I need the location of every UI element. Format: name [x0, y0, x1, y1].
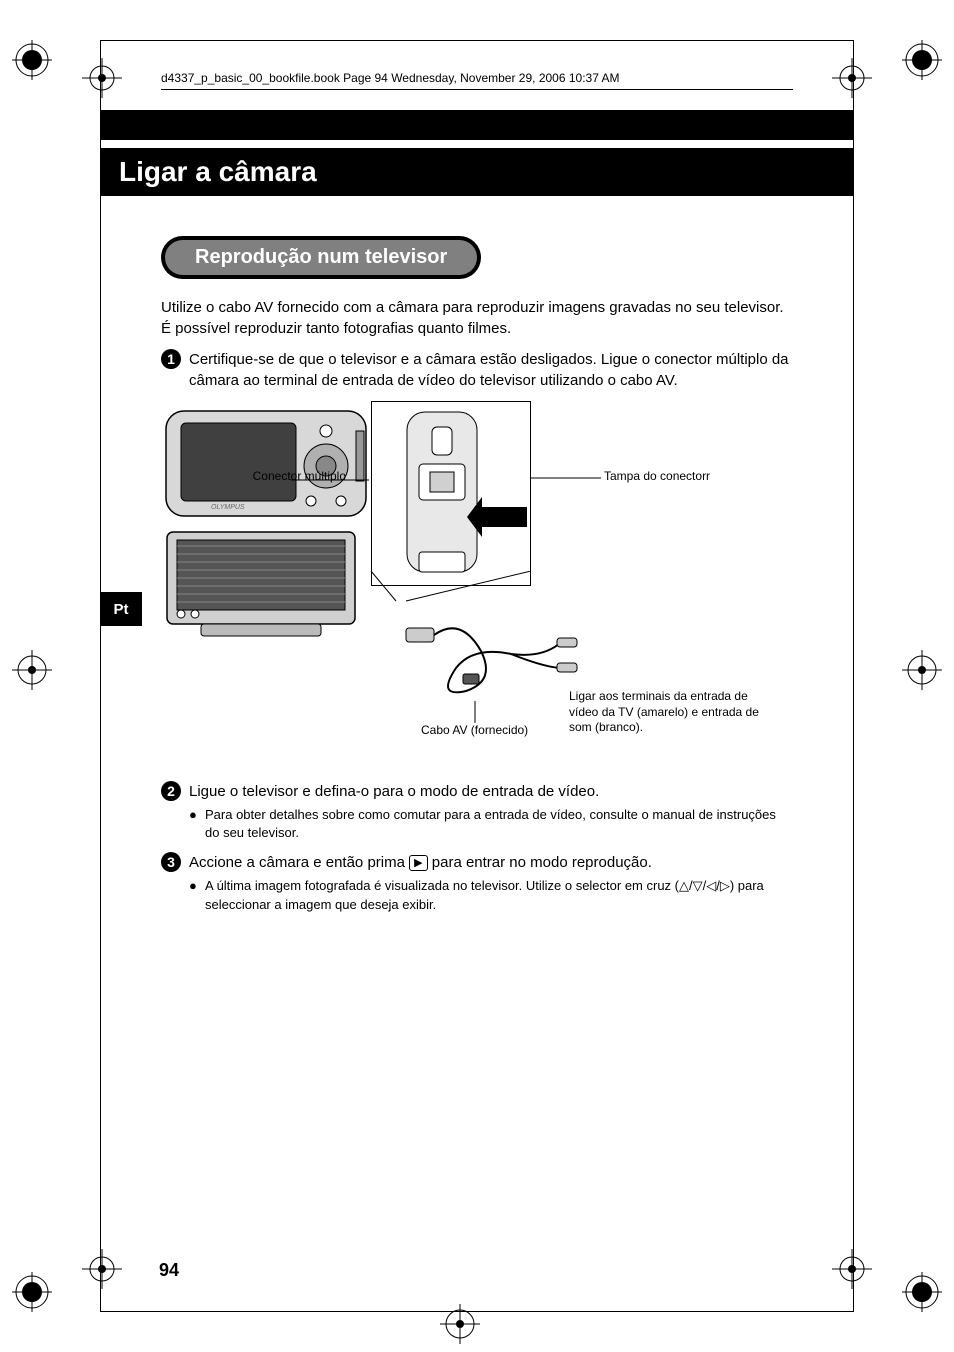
step-2-text: Ligue o televisor e defina-o para o modo…: [189, 781, 793, 802]
reg-mark-mr: [902, 650, 942, 690]
step-1-text: Certifique-se de que o televisor e a câm…: [189, 349, 793, 391]
label-av-cable: Cabo AV (fornecido): [421, 723, 528, 737]
step-2: 2 Ligue o televisor e defina-o para o mo…: [161, 781, 793, 842]
camera-connector-detail: [371, 401, 531, 586]
bullet-icon: ●: [189, 877, 205, 913]
step-number-icon: 1: [161, 349, 189, 391]
section-title-pill: Reprodução num televisor: [161, 236, 481, 279]
playback-icon: ▶: [409, 855, 427, 871]
leader-connector-cover: [531, 474, 601, 482]
banner-spacer: [101, 110, 853, 140]
connection-diagram: Conector múltiplo Tampa do conectorr OLY…: [161, 401, 793, 761]
step-3: 3 Accione a câmara e então prima ▶ para …: [161, 852, 793, 913]
step-3-text: Accione a câmara e então prima ▶ para en…: [189, 852, 793, 873]
reg-mark-bl: [12, 1272, 52, 1312]
section-title: Reprodução num televisor: [165, 240, 477, 275]
av-cable: [401, 596, 581, 706]
chapter-title: Ligar a câmara: [101, 148, 853, 196]
svg-text:OLYMPUS: OLYMPUS: [211, 504, 245, 511]
reg-mark-br: [902, 1272, 942, 1312]
step-2-bullet: Para obter detalhes sobre como comutar p…: [205, 806, 793, 842]
book-header-line: d4337_p_basic_00_bookfile.book Page 94 W…: [161, 71, 793, 90]
step-number-icon: 2: [161, 781, 189, 842]
camera-body: OLYMPUS: [161, 401, 381, 526]
page: d4337_p_basic_00_bookfile.book Page 94 W…: [100, 40, 854, 1312]
step-1: 1 Certifique-se de que o televisor e a c…: [161, 349, 793, 391]
dpad-symbol: (△/▽/◁/▷): [675, 878, 734, 893]
step-number-icon: 3: [161, 852, 189, 913]
label-connector-cover: Tampa do conectorr: [604, 469, 710, 483]
intro-paragraph: Utilize o cabo AV fornecido com a câmara…: [161, 297, 793, 339]
reg-mark-ml: [12, 650, 52, 690]
reg-mark-tr: [902, 40, 942, 80]
label-multi-connector: Conector múltiplo: [236, 469, 346, 483]
page-number: 94: [159, 1260, 179, 1281]
reg-mark-tl: [12, 40, 52, 80]
bullet-icon: ●: [189, 806, 205, 842]
step-3-bullet: A última imagem fotografada é visualizad…: [205, 877, 793, 913]
tv-illustration: [161, 526, 361, 641]
label-tv-note: Ligar aos terminais da entrada de vídeo …: [569, 689, 759, 736]
leader-av-cable: [471, 701, 479, 723]
